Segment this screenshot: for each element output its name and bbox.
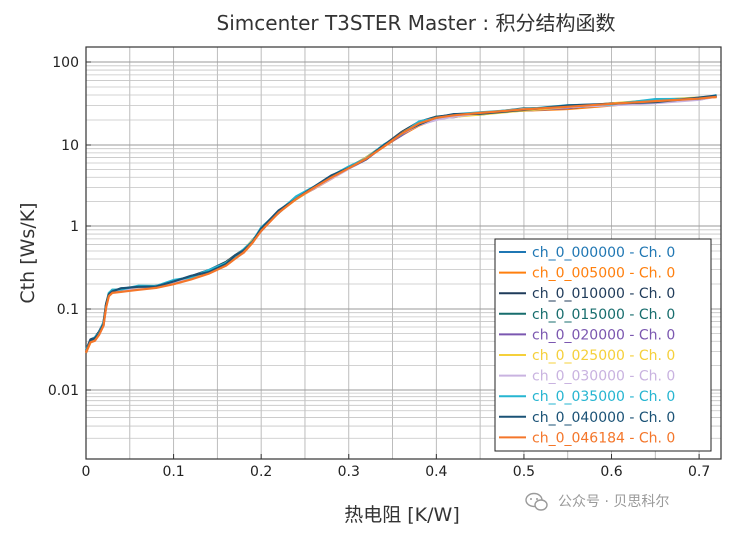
series-lines: [84, 94, 717, 354]
x-tick-label: 0.2: [250, 464, 272, 480]
chart-title: Simcenter T3STER Master : 积分结构函数: [217, 11, 616, 35]
series-line: [84, 95, 717, 353]
x-tick-label: 0.7: [688, 464, 710, 480]
legend-entry-label: ch_0_040000 - Ch. 0: [532, 410, 675, 426]
legend-entry-label: ch_0_035000 - Ch. 0: [532, 389, 675, 405]
watermark: 公众号 · 贝思科尔: [525, 492, 669, 511]
y-tick-label: 100: [52, 55, 79, 71]
legend-entry-label: ch_0_005000 - Ch. 0: [532, 266, 675, 282]
legend-entry-label: ch_0_020000 - Ch. 0: [532, 327, 675, 343]
legend-entry-label: ch_0_046184 - Ch. 0: [532, 430, 675, 446]
legend-box: [494, 238, 712, 452]
x-tick-label: 0.3: [338, 464, 360, 480]
legend-entry-label: ch_0_025000 - Ch. 0: [532, 348, 675, 364]
legend-entry-label: ch_0_015000 - Ch. 0: [532, 307, 675, 323]
y-tick-label: 10: [61, 138, 79, 154]
legend-entry-label: ch_0_000000 - Ch. 0: [532, 245, 675, 261]
watermark-text: 公众号 · 贝思科尔: [558, 494, 669, 510]
x-axis-label: 热电阻 [K/W]: [344, 504, 460, 526]
x-tick-label: 0.4: [425, 464, 447, 480]
x-tick-labels: 0 0.1 0.2 0.3 0.4 0.5 0.6 0.7: [82, 454, 710, 480]
legend-entry-label: ch_0_030000 - Ch. 0: [532, 369, 675, 385]
y-tick-label: 0.1: [57, 302, 79, 318]
x-tick-label: 0.6: [600, 464, 622, 480]
x-tick-label: 0.5: [513, 464, 535, 480]
y-tick-label: 1: [70, 219, 79, 235]
x-tick-label: 0.1: [162, 464, 184, 480]
y-tick-label: 0.01: [48, 383, 79, 399]
y-tick-labels: 0.01 0.1 1 10 100: [48, 55, 91, 399]
y-axis-label: Cth [Ws/K]: [17, 202, 39, 303]
legend: ch_0_000000 - Ch. 0 ch_0_005000 - Ch. 0 ch…: [494, 238, 712, 452]
plot-area-frame: [85, 46, 722, 460]
wechat-icon: [525, 492, 548, 511]
legend-entry-label: ch_0_010000 - Ch. 0: [532, 286, 675, 302]
x-tick-label: 0: [82, 464, 91, 480]
